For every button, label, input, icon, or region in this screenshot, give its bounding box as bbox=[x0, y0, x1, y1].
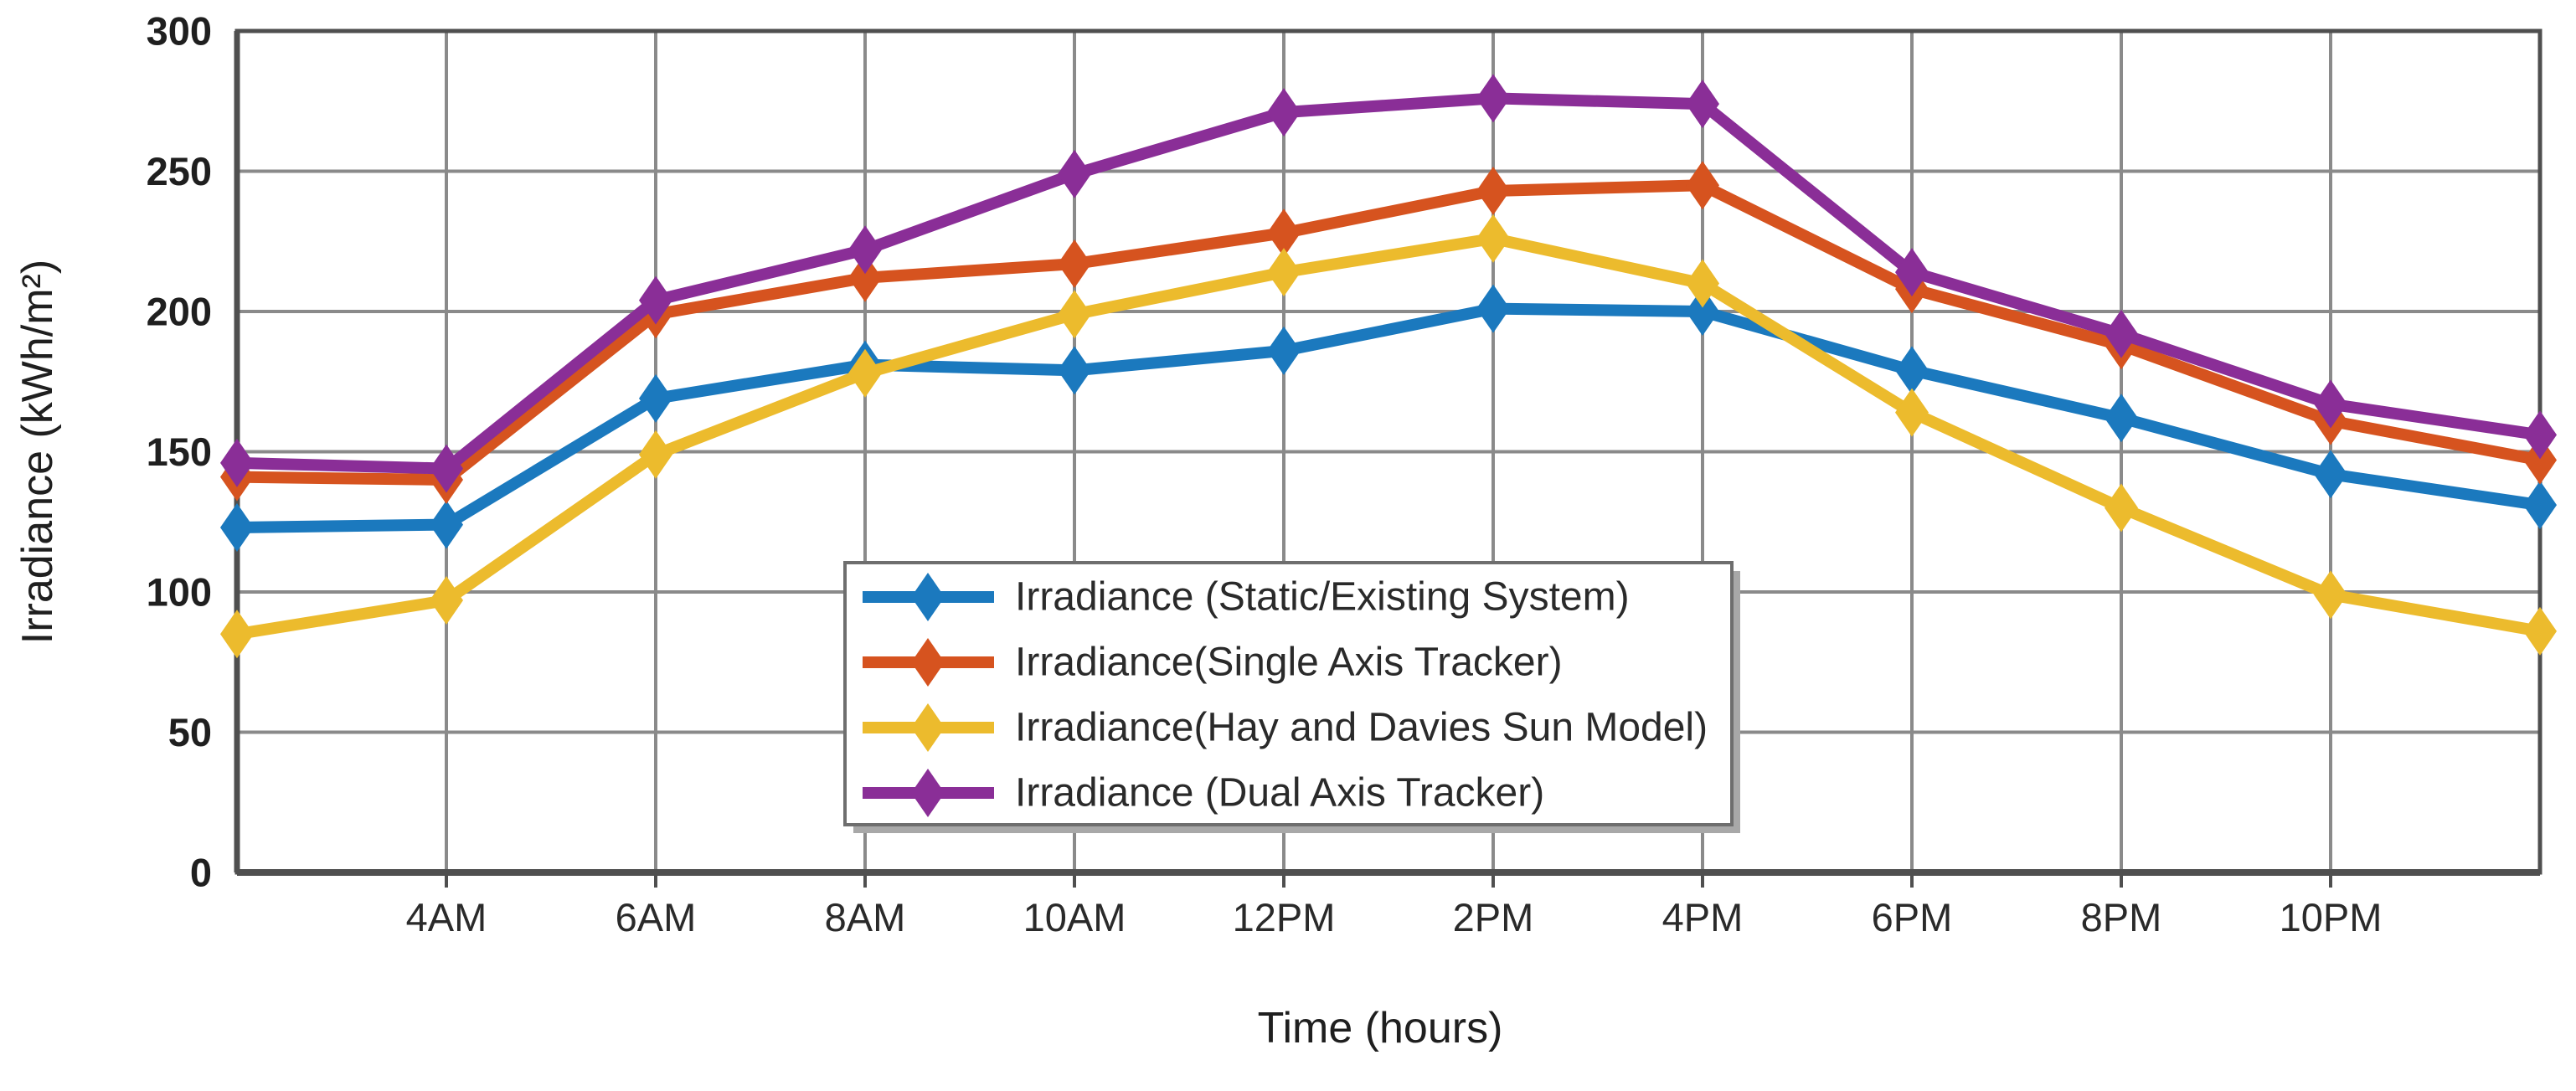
series-1-marker-3 bbox=[848, 253, 882, 302]
series-2-marker-6 bbox=[1476, 214, 1510, 263]
series-3-marker-0 bbox=[220, 438, 254, 487]
x-tick-label-10AM: 10AM bbox=[1023, 895, 1126, 939]
x-tick-label-6PM: 6PM bbox=[1872, 895, 1953, 939]
x-tick-label-8PM: 8PM bbox=[2081, 895, 2162, 939]
legend-box bbox=[843, 561, 1734, 826]
series-2-marker-1 bbox=[430, 576, 463, 625]
x-tick-label-12PM: 12PM bbox=[1233, 895, 1336, 939]
series-3-marker-5 bbox=[1267, 88, 1301, 137]
series-2-marker-10 bbox=[2314, 570, 2347, 620]
series-0-marker-6 bbox=[1476, 284, 1510, 333]
series-1-marker-6 bbox=[1476, 166, 1510, 215]
series-2-marker-2 bbox=[639, 430, 672, 479]
series-line-3 bbox=[231, 92, 2546, 475]
y-axis-title: Irradiance (kWh/m²) bbox=[13, 260, 62, 644]
legend-diamond-icon-3 bbox=[911, 769, 945, 817]
legend-diamond-icon-1 bbox=[911, 638, 945, 687]
series-2-marker-3 bbox=[848, 348, 882, 398]
x-tick-label-10PM: 10PM bbox=[2280, 895, 2383, 939]
series-0-marker-7 bbox=[1686, 287, 1719, 336]
series-2-marker-9 bbox=[2105, 483, 2138, 533]
y-tick-label-100: 100 bbox=[147, 570, 212, 615]
series-3-marker-4 bbox=[1058, 149, 1091, 198]
y-tick-label-50: 50 bbox=[168, 710, 212, 754]
series-1-marker-4 bbox=[1058, 239, 1091, 289]
series-3-marker-10 bbox=[2314, 379, 2347, 429]
series-0-marker-11 bbox=[2523, 481, 2557, 530]
series-0-marker-1 bbox=[430, 500, 463, 549]
x-tick-label-8AM: 8AM bbox=[825, 895, 906, 939]
series-3-marker-11 bbox=[2523, 410, 2557, 460]
y-tick-label-300: 300 bbox=[147, 9, 212, 54]
series-3-marker-3 bbox=[848, 225, 882, 275]
y-tick-label-250: 250 bbox=[147, 149, 212, 193]
series-0-marker-0 bbox=[220, 502, 254, 552]
y-tick-label-150: 150 bbox=[147, 430, 212, 474]
y-tick-label-200: 200 bbox=[147, 290, 212, 334]
series-line-0 bbox=[231, 302, 2546, 533]
series-0-marker-10 bbox=[2314, 450, 2347, 499]
series-2-marker-8 bbox=[1895, 388, 1929, 437]
legend-diamond-icon-2 bbox=[911, 703, 945, 752]
series-2-marker-4 bbox=[1058, 290, 1091, 339]
x-tick-label-4AM: 4AM bbox=[406, 895, 487, 939]
series-2-marker-11 bbox=[2523, 606, 2557, 656]
legend-label-0: Irradiance (Static/Existing System) bbox=[1015, 575, 1630, 620]
series-line-2 bbox=[231, 232, 2546, 641]
series-3-marker-7 bbox=[1686, 80, 1719, 129]
series-1-marker-7 bbox=[1686, 161, 1719, 210]
x-tick-label-6AM: 6AM bbox=[616, 895, 697, 939]
series-0-marker-2 bbox=[639, 373, 672, 423]
legend-label-1: Irradiance(Single Axis Tracker) bbox=[1015, 641, 1563, 685]
legend-label-2: Irradiance(Hay and Davies Sun Model) bbox=[1015, 706, 1708, 750]
x-tick-label-2PM: 2PM bbox=[1453, 895, 1534, 939]
series-0-marker-9 bbox=[2105, 394, 2138, 443]
series-0-marker-5 bbox=[1267, 326, 1301, 375]
series-2-marker-5 bbox=[1267, 248, 1301, 297]
series-1-marker-11 bbox=[2523, 435, 2557, 485]
series-3-marker-6 bbox=[1476, 74, 1510, 123]
x-tick-label-4PM: 4PM bbox=[1662, 895, 1744, 939]
series-3-marker-2 bbox=[639, 275, 672, 325]
legend-diamond-icon-0 bbox=[911, 573, 945, 621]
series-1-marker-5 bbox=[1267, 208, 1301, 258]
series-2-marker-0 bbox=[220, 610, 254, 659]
series-line-1 bbox=[231, 179, 2546, 486]
legend-label-3: Irradiance (Dual Axis Tracker) bbox=[1015, 771, 1544, 816]
x-axis-title: Time (hours) bbox=[1258, 1004, 1503, 1052]
series-3-marker-9 bbox=[2105, 309, 2138, 358]
series-0-marker-4 bbox=[1058, 346, 1091, 395]
series-2-marker-7 bbox=[1686, 259, 1719, 308]
series-3-marker-1 bbox=[430, 444, 463, 493]
series-3-marker-8 bbox=[1895, 248, 1929, 297]
y-tick-label-0: 0 bbox=[190, 851, 212, 895]
series-0-marker-8 bbox=[1895, 346, 1929, 395]
